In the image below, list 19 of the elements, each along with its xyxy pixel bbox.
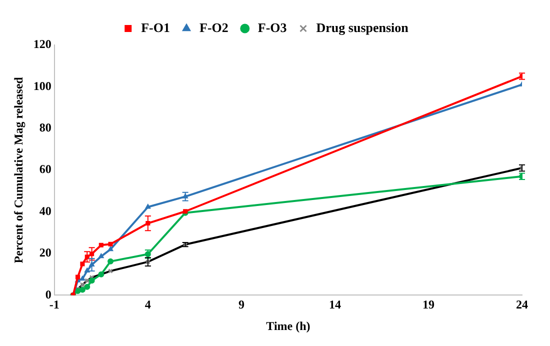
legend-label: F-O1	[141, 20, 170, 35]
x-tick-label: 4	[144, 297, 151, 312]
y-tick-label: 80	[39, 120, 52, 134]
y-axis-title: Percent of Cumulative Mag released	[11, 76, 26, 264]
y-tick-label: 20	[39, 246, 52, 260]
y-tick-label: 0	[45, 287, 52, 302]
y-tick-label: 60	[39, 162, 52, 176]
legend-label: F-O2	[200, 20, 228, 35]
x-tick-label: 9	[238, 297, 244, 312]
x-tick-label: 24	[516, 297, 528, 312]
y-tick-label: 40	[39, 204, 52, 218]
x-axis-title: Time (h)	[266, 318, 310, 333]
y-tick-label: 100	[33, 78, 52, 93]
legend-label: Drug suspension	[316, 20, 410, 35]
legend-label: F-O3	[258, 20, 288, 35]
y-tick-label: 120	[33, 37, 52, 52]
x-tick-label: 19	[422, 297, 434, 312]
x-tick-label: 14	[328, 297, 341, 312]
x-tick-label: -1	[49, 297, 60, 312]
